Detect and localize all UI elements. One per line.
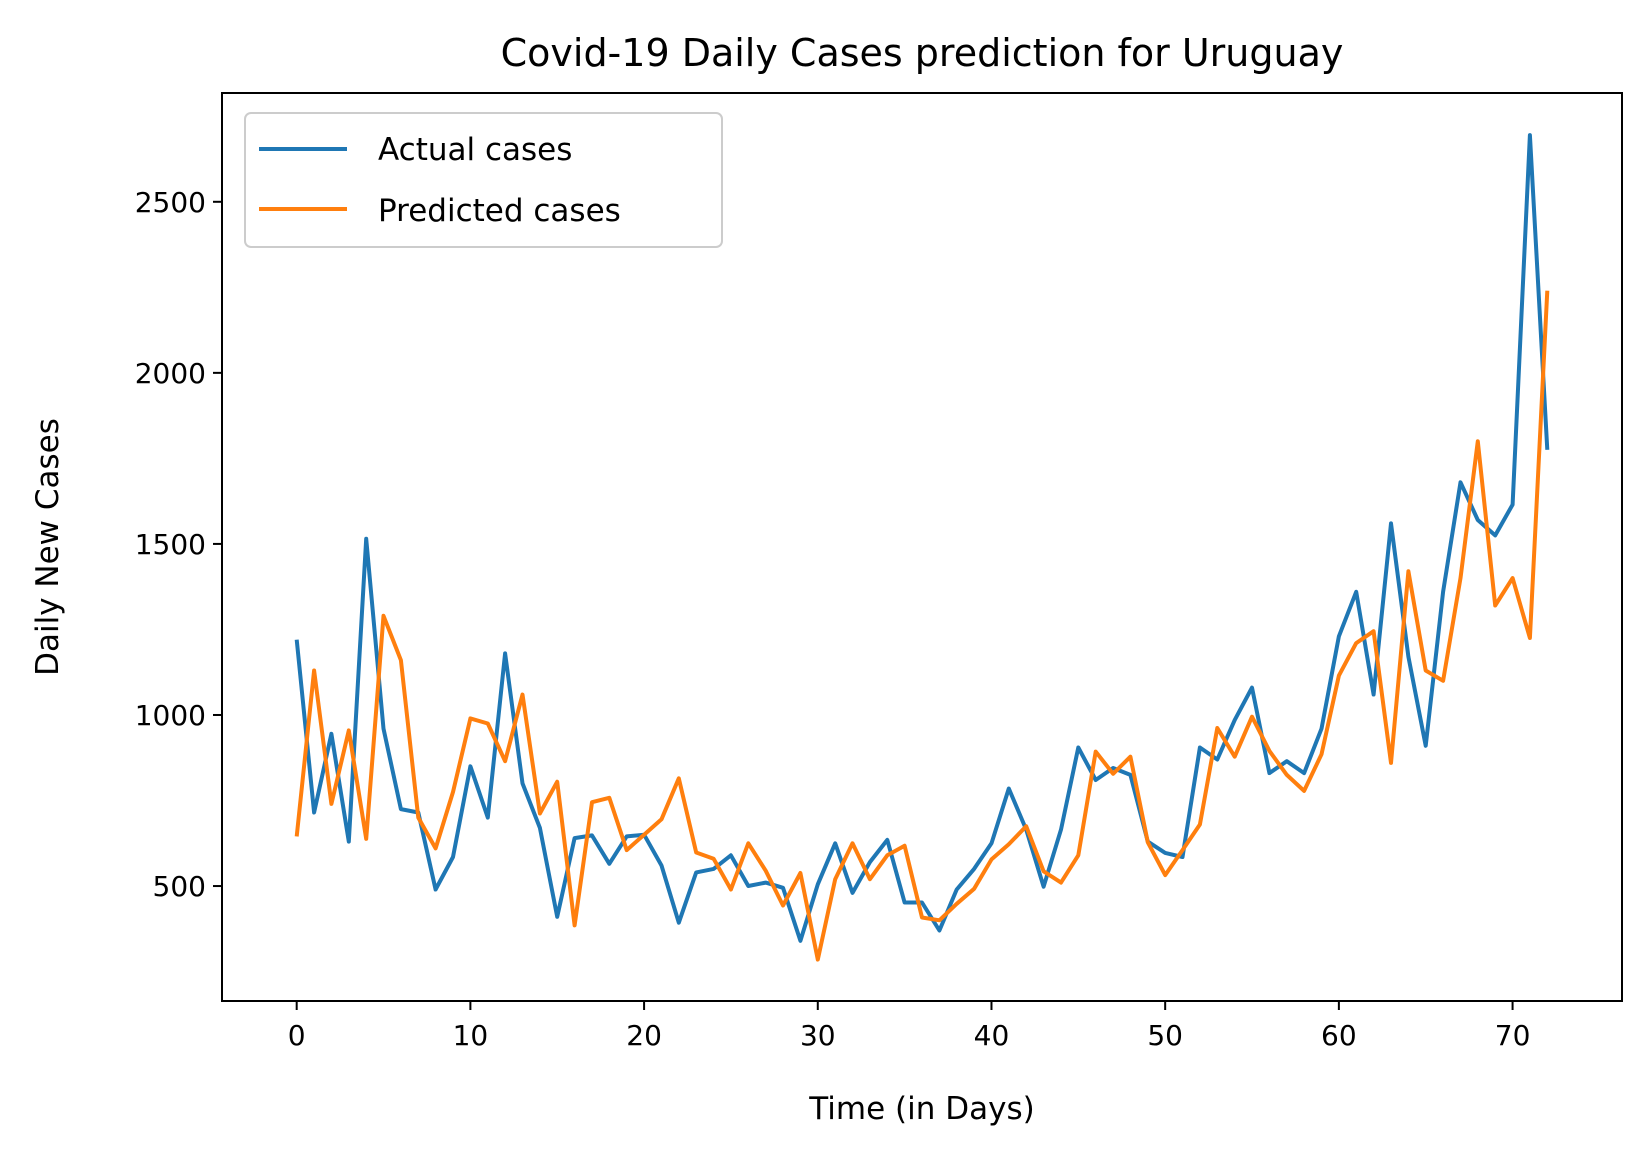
x-tick-label: 30 [800,1019,836,1052]
y-tick-label: 500 [153,870,206,903]
legend-label-predicted: Predicted cases [378,193,621,229]
x-tick-label: 20 [626,1019,662,1052]
plot-area [221,92,1623,1002]
series-line-predicted [294,290,1550,962]
y-axis-label: Daily New Cases [30,418,66,676]
series-line-actual [294,133,1550,943]
axes-frame [221,92,1623,1002]
y-axis-ticks: 500 1000 1500 2000 2500 [135,186,222,903]
x-tick-label: 0 [288,1019,306,1052]
x-axis-ticks: 0 10 20 30 40 50 60 70 [288,1001,1531,1052]
x-tick-label: 40 [974,1019,1010,1052]
y-tick-label: 1000 [135,699,206,732]
x-tick-label: 50 [1147,1019,1183,1052]
x-axis-label: Time (in Days) [808,1091,1034,1127]
legend-box [244,112,723,248]
x-tick-label: 10 [453,1019,489,1052]
legend-label-actual: Actual cases [378,132,572,168]
legend: Actual cases Predicted cases [244,112,723,248]
x-tick-label: 60 [1321,1019,1357,1052]
y-tick-label: 2500 [135,186,206,219]
x-tick-label: 70 [1495,1019,1531,1052]
series-group [294,133,1550,962]
y-tick-label: 1500 [135,528,206,561]
y-tick-label: 2000 [135,357,206,390]
chart-title: Covid-19 Daily Cases prediction for Urug… [501,31,1344,75]
